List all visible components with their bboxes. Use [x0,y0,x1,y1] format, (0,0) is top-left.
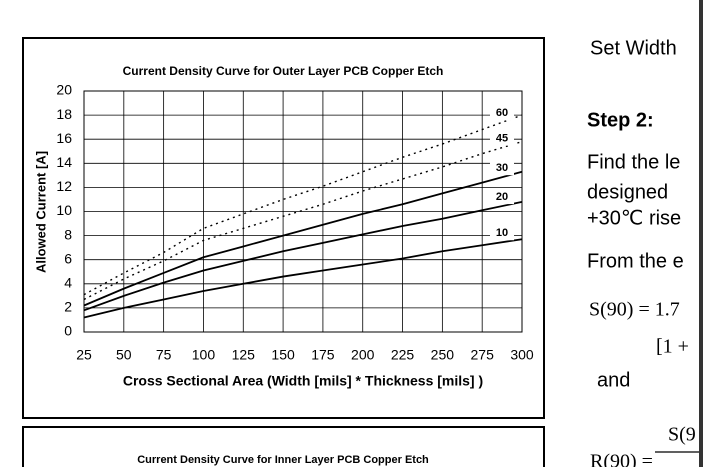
chart-title: Current Density Curve for Inner Layer PC… [137,454,429,466]
series-label: 30 [496,162,508,174]
edge [699,0,703,467]
label-bg [490,131,514,146]
series-label: 60 [496,107,508,119]
x-tick-label: 150 [271,347,295,363]
text-line: and [597,369,630,391]
text-line: Find the le [587,151,680,173]
label-bg [490,190,514,205]
x-tick-label: 275 [471,347,495,363]
plot: 0 2 4 6 8 10 12 14 16 18 20 25 50 75 100 125 150 175 200 22… [56,82,533,363]
x-tick-label: 100 [192,347,216,363]
plot-border [83,90,523,333]
chart-frame [22,426,545,467]
series-line [83,114,523,296]
label-bg [490,226,514,241]
text-line: designed [587,181,668,203]
series-label: 45 [496,133,508,145]
heading: Step 2: [587,109,654,131]
series-line [83,140,523,301]
y-tick-label: 2 [64,299,72,315]
text-line: Set Width [590,37,677,59]
equation: S(90) = 1.7 [589,299,680,321]
series-line [83,200,523,312]
x-tick-label: 175 [311,347,335,363]
x-tick-label: 125 [232,347,256,363]
y-tick-label: 18 [56,106,72,122]
y-axis-label: Allowed Current [A] [33,151,48,273]
series-line [83,238,523,319]
text-line: From the e [587,250,684,272]
y-tick-label: 0 [64,323,72,339]
x-tick-label: 200 [351,347,375,363]
x-tick-label: 75 [156,347,172,363]
x-tick-label: 300 [510,347,534,363]
equation: [1 + [656,336,689,358]
chart-title: Current Density Curve for Outer Layer PC… [123,64,444,78]
equation: S(9 [668,424,696,446]
y-tick-label: 20 [56,82,72,98]
y-tick-label: 12 [56,178,72,194]
y-tick-label: 14 [56,154,72,170]
text-line: +30℃ rise [587,207,681,229]
x-axis-label: Cross Sectional Area (Width [mils] * Thi… [123,373,483,389]
y-tick-label: 10 [56,202,72,218]
label-bg [490,106,514,121]
y-tick-label: 6 [64,250,72,266]
series-line [83,170,523,307]
series-label: 20 [496,191,508,203]
label-bg [490,161,514,176]
x-tick-label: 25 [76,347,92,363]
equation: R(90) = [590,451,653,467]
x-tick-label: 225 [391,347,415,363]
chart-frame [22,37,545,419]
series-label: 10 [496,227,508,239]
y-tick-label: 4 [64,275,72,291]
x-tick-label: 50 [116,347,132,363]
y-tick-label: 16 [56,130,72,146]
x-tick-label: 250 [431,347,455,363]
y-tick-label: 8 [64,226,72,242]
